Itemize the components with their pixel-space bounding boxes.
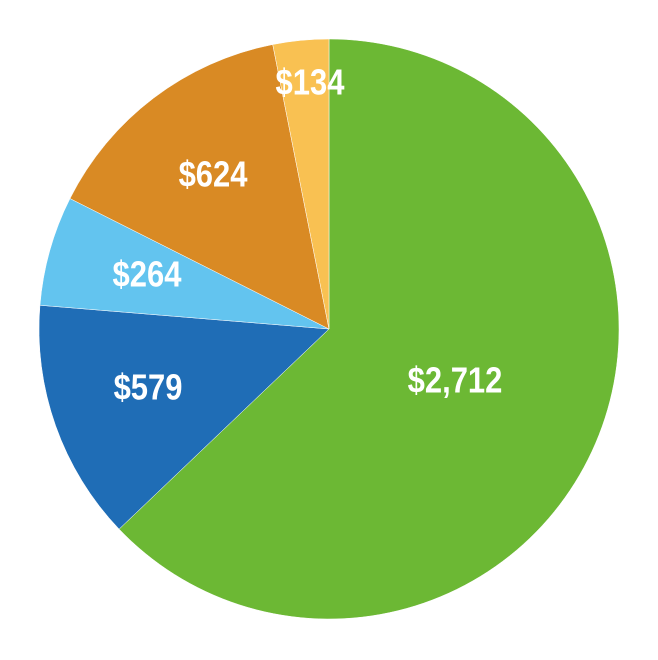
pie-slice: [118, 38, 620, 620]
slice-data-label: $579: [114, 368, 183, 408]
slice-data-label: $134: [276, 63, 345, 103]
slice-data-label: $264: [113, 255, 182, 295]
pie-slice: [38, 304, 330, 530]
slice-data-label: $2,712: [408, 361, 503, 401]
slice-data-label: $624: [179, 155, 248, 195]
pie-slice: [69, 44, 330, 330]
pie-slice: [272, 38, 330, 330]
